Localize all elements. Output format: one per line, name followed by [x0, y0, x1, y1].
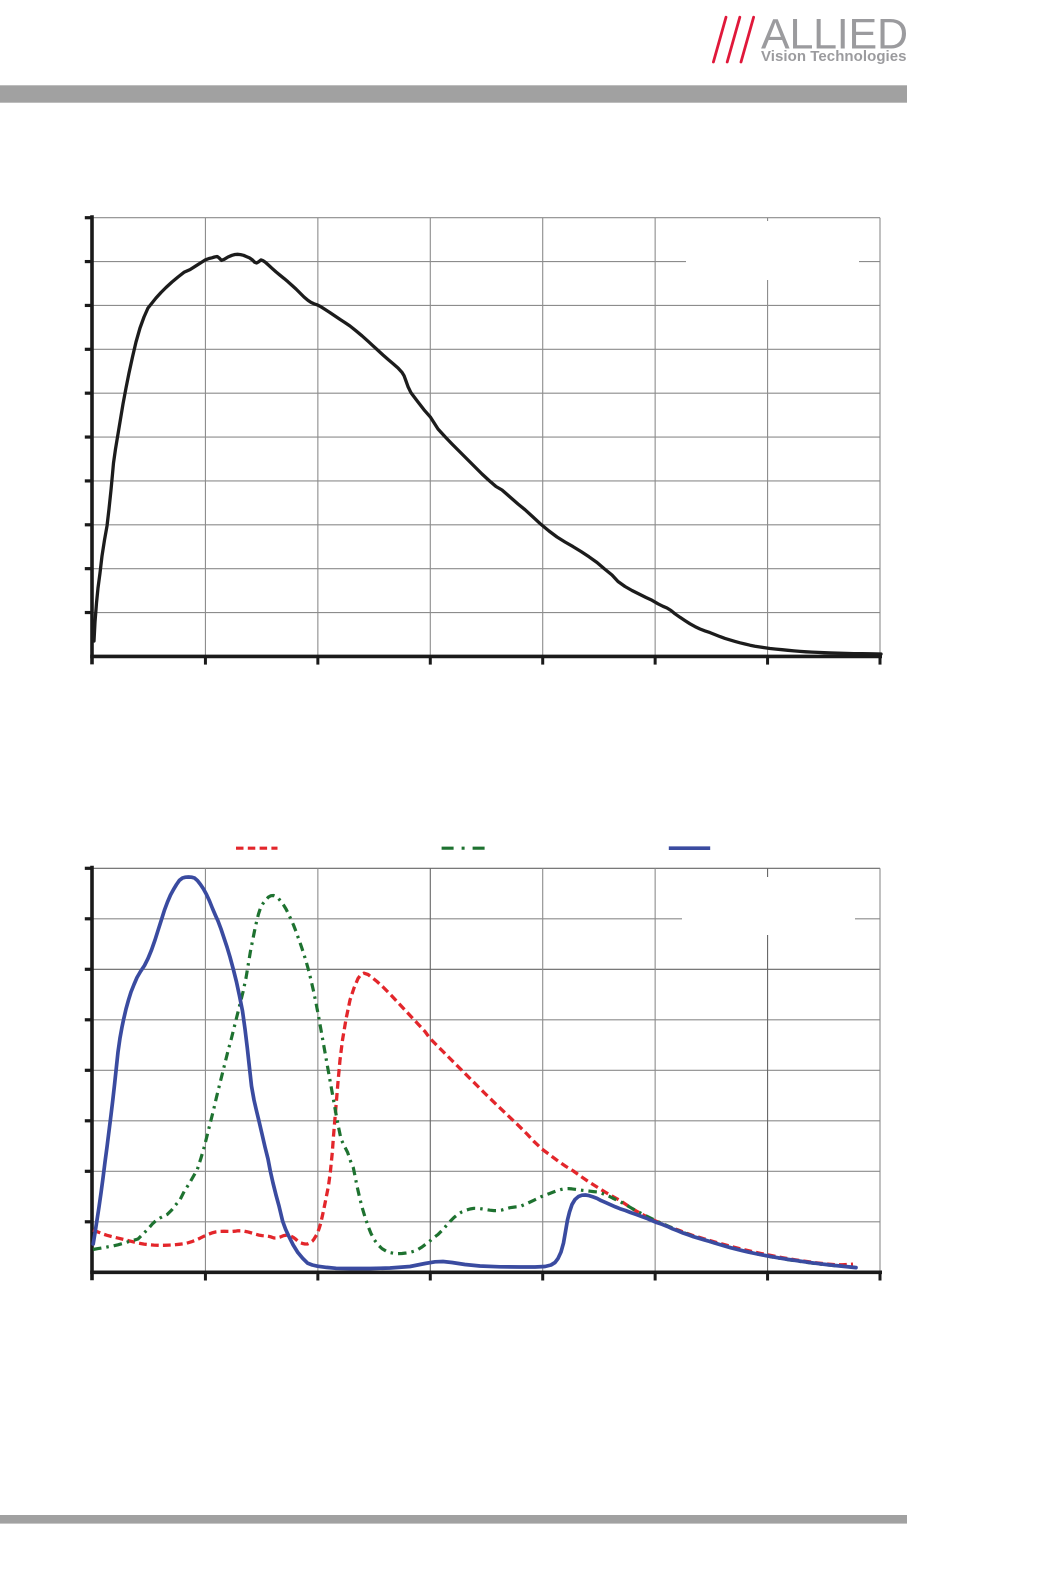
svg-text:Vision Technologies: Vision Technologies [761, 48, 907, 65]
svg-text:ALLIED: ALLIED [761, 10, 908, 58]
